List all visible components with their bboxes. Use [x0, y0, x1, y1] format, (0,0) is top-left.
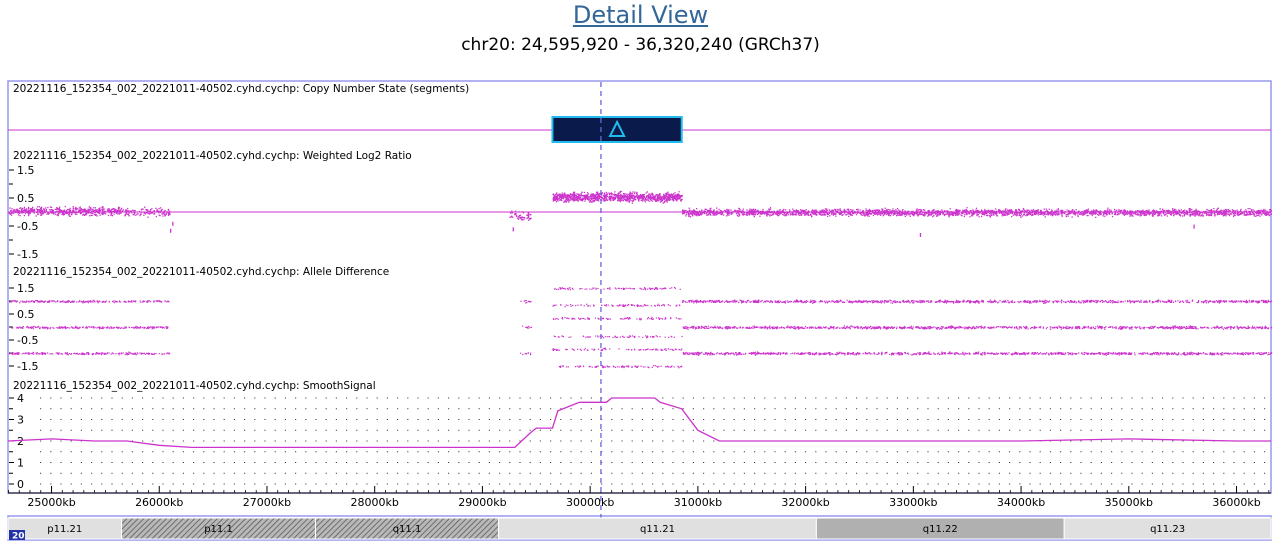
axis-tick-label: 31000kb [674, 496, 722, 509]
log2-track-label: 20221116_152354_002_20221011-40502.cyhd.… [13, 150, 412, 162]
axis-tick-label: 36000kb [1212, 496, 1260, 509]
axis-tick-label: 27000kb [243, 496, 291, 509]
smooth-tick-label: 2 [17, 435, 24, 448]
axis-tick-label: 25000kb [27, 496, 75, 509]
axis-tick-label: 33000kb [889, 496, 937, 509]
log2-tick-label: -1.5 [17, 248, 38, 261]
allele-tick-label: 1.5 [17, 282, 35, 295]
axis-tick-label: 29000kb [458, 496, 506, 509]
log2-tick-label: 1.5 [17, 164, 35, 177]
smooth-signal-grid [40, 397, 1270, 485]
log2-tick-label: 0.5 [17, 192, 35, 205]
axis-tick-label: 26000kb [135, 496, 183, 509]
ideogram-band[interactable] [1063, 517, 1272, 540]
ideogram-band-label: q11.23 [1150, 524, 1185, 535]
axis-tick-label: 35000kb [1105, 496, 1153, 509]
smooth-signal-line [7, 397, 1271, 449]
copy-number-track-label: 20221116_152354_002_20221011-40502.cyhd.… [13, 83, 469, 95]
smooth-track-label: 20221116_152354_002_20221011-40502.cyhd.… [13, 380, 376, 392]
allele-tick-label: -1.5 [17, 360, 38, 373]
allele-track-label: 20221116_152354_002_20221011-40502.cyhd.… [13, 266, 389, 278]
axis-tick-label: 28000kb [351, 496, 399, 509]
ideogram-band-label: p11.1 [204, 524, 233, 535]
smooth-tick-label: 3 [17, 414, 24, 427]
gain-triangle-icon [608, 119, 626, 137]
ideogram-band-label: p11.21 [47, 524, 82, 535]
smooth-tick-label: 1 [17, 457, 24, 470]
region-coordinates: chr20: 24,595,920 - 36,320,240 (GRCh37) [461, 35, 820, 55]
allele-tick-label: -0.5 [17, 334, 38, 347]
axis-tick-label: 34000kb [997, 496, 1045, 509]
smooth-tick-label: 4 [17, 392, 24, 405]
ideogram-band-label: q11.22 [923, 524, 958, 535]
axis-tick-label: 30000kb [566, 496, 614, 509]
log2-tick-label: -0.5 [17, 220, 38, 233]
allele-difference-points [8, 286, 1273, 369]
chromosome-number: 20 [12, 532, 25, 542]
allele-tick-label: 0.5 [17, 308, 35, 321]
ideogram-band-label: q11.1 [393, 524, 422, 535]
genomic-axis: 25000kb 26000kb 27000kb 28000kb 29000kb 30000… [8, 486, 1271, 509]
chromosome-ideogram[interactable]: p11.21 p11.1 q11.1 q11.21 q11.22 q11.23 [7, 517, 1272, 540]
ideogram-band-label: q11.21 [640, 524, 675, 535]
smooth-tick-label: 0 [17, 478, 24, 491]
chromosome-badge [9, 530, 25, 540]
axis-tick-label: 32000kb [781, 496, 829, 509]
detail-view-title[interactable]: Detail View [572, 1, 709, 29]
log2-ratio-points [8, 190, 1273, 237]
